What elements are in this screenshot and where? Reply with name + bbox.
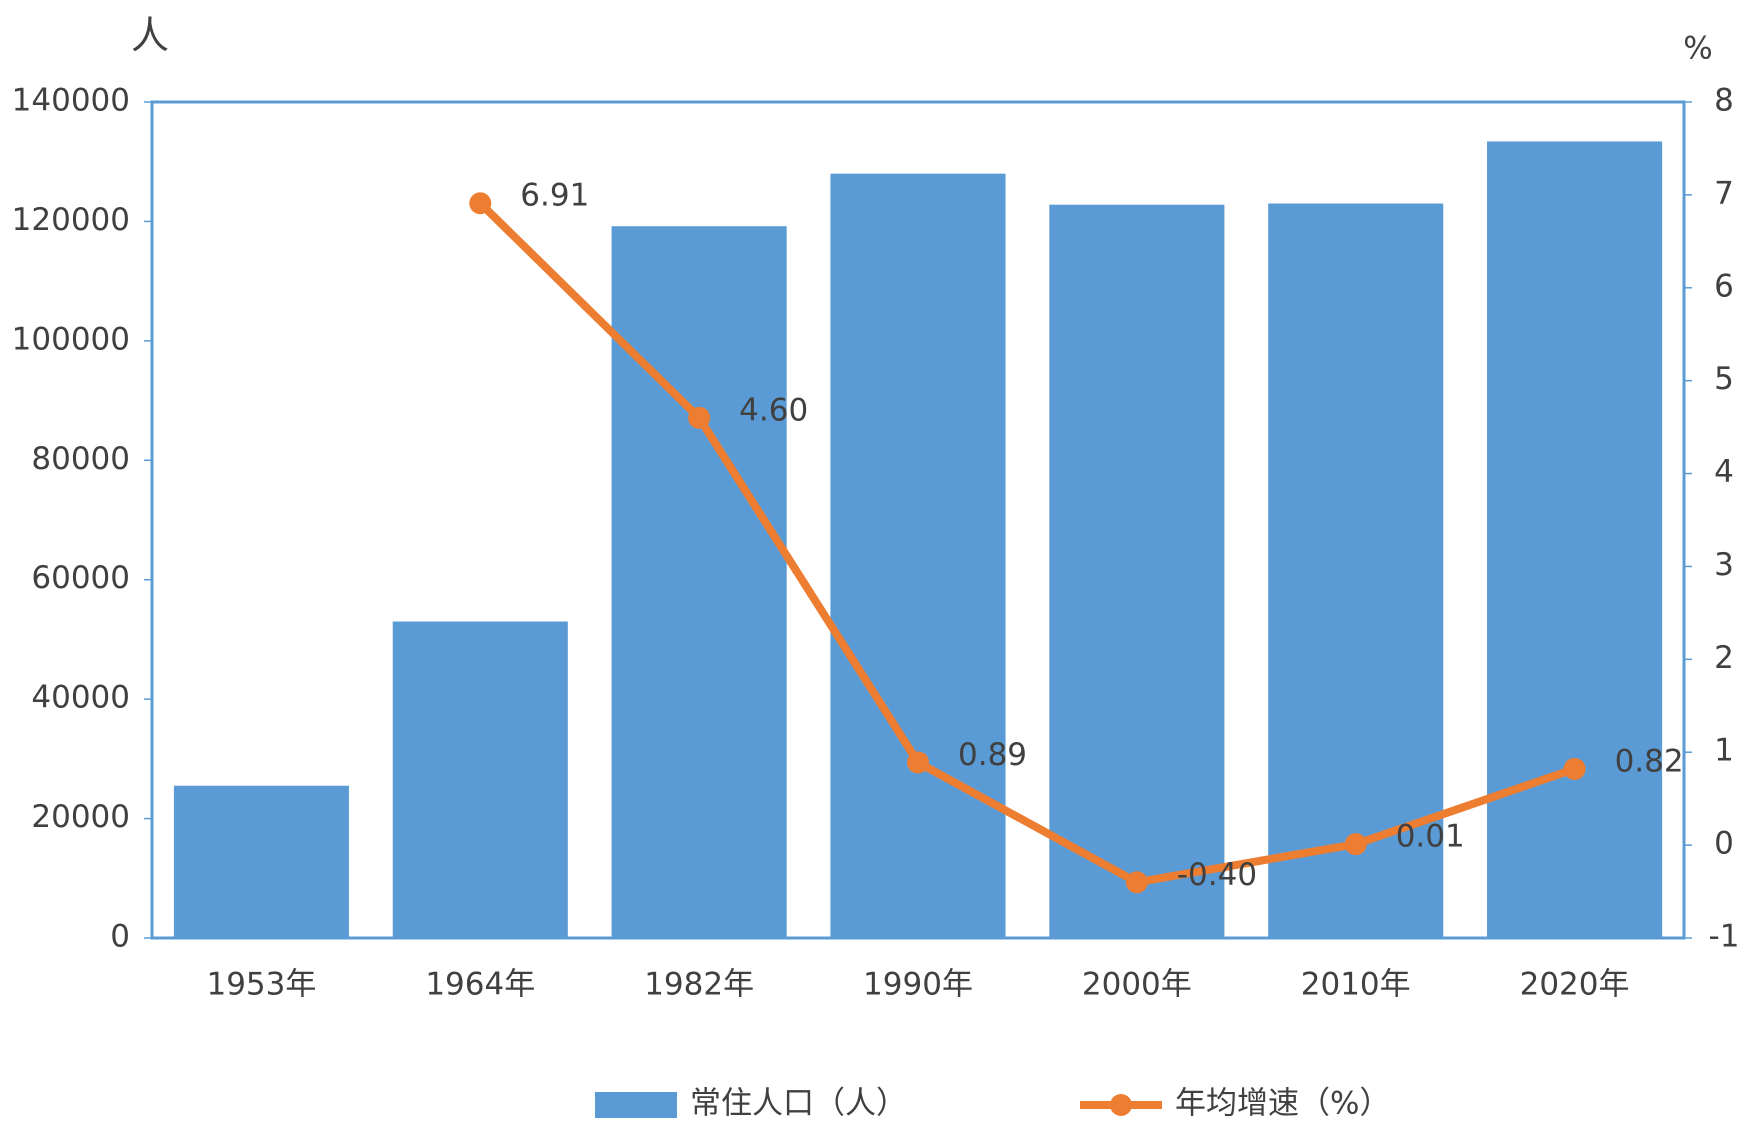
bar	[1268, 203, 1444, 938]
x-tick-label: 2000年	[1082, 967, 1192, 1003]
line	[477, 200, 1576, 887]
data-label: 0.89	[958, 737, 1027, 773]
y2-tick-label: 7	[1714, 175, 1734, 211]
y2-tick-label: 0	[1714, 826, 1734, 862]
y2-tick-label: 4	[1714, 454, 1734, 490]
bar	[173, 785, 349, 938]
y2-tick-label: 3	[1714, 547, 1734, 583]
x-tick-label: 2020年	[1520, 967, 1630, 1003]
line-point	[688, 406, 711, 429]
data-label: 4.60	[739, 392, 808, 428]
line-point	[1563, 757, 1586, 780]
bar	[392, 621, 568, 938]
line-point	[1344, 833, 1367, 856]
y-tick-label: 120000	[12, 202, 130, 238]
y-axis-label: 人	[131, 14, 169, 58]
line-point	[469, 192, 492, 215]
y2-tick-label: 5	[1714, 361, 1734, 397]
bar	[1487, 141, 1663, 938]
x-tick-label: 2010年	[1301, 967, 1411, 1003]
y-tick-label: 60000	[31, 560, 130, 596]
y-tick-label: 20000	[31, 799, 130, 835]
y2-tick-label: 6	[1714, 268, 1734, 304]
y-tick-label: 40000	[31, 680, 130, 716]
y-tick-label: 0	[110, 919, 130, 955]
x-tick-label: 1953年	[206, 967, 316, 1003]
y-tick-label: 140000	[12, 83, 130, 119]
y-tick-label: 80000	[31, 441, 130, 477]
y-tick-label: 100000	[12, 321, 130, 357]
line-point	[1125, 871, 1148, 894]
data-label: -0.40	[1177, 857, 1257, 893]
y2-tick-label: -1	[1709, 919, 1740, 955]
y2-tick-label: 2	[1714, 640, 1734, 676]
data-label: 6.91	[520, 178, 589, 214]
data-label: 0.01	[1396, 819, 1465, 855]
line-point	[907, 751, 929, 774]
bar	[1049, 204, 1225, 939]
y2-tick-label: 1	[1714, 733, 1734, 769]
data-label: 0.82	[1615, 743, 1684, 779]
bar	[611, 226, 787, 939]
legend-swatch	[1110, 1094, 1132, 1116]
x-tick-label: 1964年	[425, 967, 535, 1003]
legend-label: 年均增速（%）	[1175, 1086, 1390, 1122]
legend-swatch	[595, 1092, 677, 1118]
bar	[830, 173, 1006, 938]
y2-tick-label: 8	[1714, 83, 1734, 119]
x-tick-label: 1982年	[644, 967, 754, 1003]
legend-label: 常住人口（人）	[690, 1086, 907, 1122]
x-tick-label: 1990年	[863, 967, 973, 1003]
y2-axis-label: %	[1683, 31, 1712, 67]
